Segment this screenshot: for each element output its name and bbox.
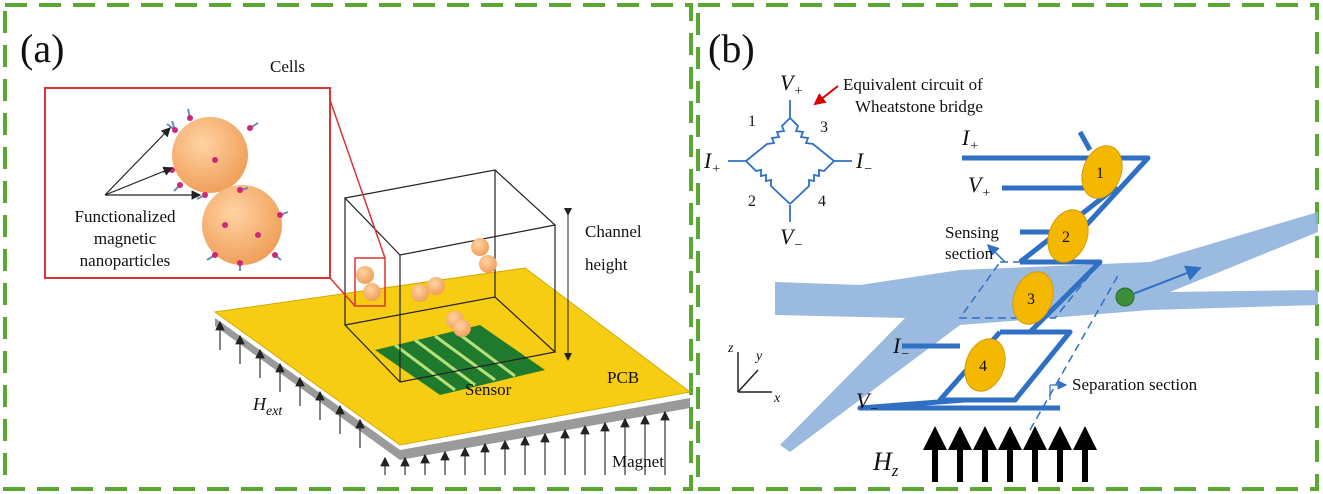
device-v-plus: V+ — [968, 172, 991, 201]
panel-b: (b) Equivalent circuit of Wheatstone bri… — [703, 26, 1318, 482]
separation-label: Separation section — [1072, 375, 1198, 394]
resistor-label: 1 — [748, 113, 756, 130]
resistor-label: 3 — [820, 119, 828, 136]
label-sub: z — [891, 461, 899, 480]
panel-label: (b) — [708, 26, 755, 71]
nanoparticles-label: magnetic — [94, 229, 157, 248]
element-label: 3 — [1027, 291, 1035, 308]
sensor-label: Sensor — [465, 380, 512, 399]
cells-label: Cells — [270, 57, 305, 76]
sensing-label: Sensing — [945, 223, 999, 242]
hext-main: H — [252, 394, 267, 414]
particle — [1116, 288, 1134, 306]
axis-x: x — [773, 391, 781, 406]
device-v-minus: V− — [856, 388, 879, 417]
bridge — [728, 100, 852, 222]
bridge-v-plus: V+ — [780, 70, 803, 99]
magnet-label: Magnet — [612, 452, 664, 471]
page: (a) — [0, 0, 1323, 494]
axes-glyph — [738, 352, 772, 392]
zoom-line — [330, 100, 385, 258]
circuit-title: Equivalent circuit of — [843, 75, 983, 94]
circuit-title: Wheatstone bridge — [855, 97, 983, 116]
element-label: 1 — [1096, 165, 1104, 182]
hext-sub: ext — [266, 404, 283, 419]
red-arrow — [815, 86, 838, 104]
label-sub: − — [900, 347, 909, 362]
nanoparticles-label: nanoparticles — [80, 251, 171, 270]
element-label: 4 — [979, 358, 987, 375]
panel-a: (a) — [20, 26, 690, 475]
label-sub: − — [863, 162, 872, 177]
axis-y: y — [754, 349, 763, 364]
pcb-label: PCB — [607, 368, 639, 387]
channel-label: height — [585, 255, 628, 274]
label-sub: + — [711, 162, 720, 177]
figure: (a) — [0, 0, 1323, 494]
label-sub: − — [869, 402, 878, 417]
hz-arrows — [935, 432, 1085, 482]
label-sub: + — [981, 186, 990, 201]
device-i-plus: I+ — [961, 125, 979, 154]
bridge-i-plus: I+ — [703, 148, 721, 177]
nanoparticles-label: Functionalized — [74, 207, 176, 226]
resistor-label: 2 — [748, 193, 756, 210]
hz-label: Hz — [872, 447, 899, 480]
label-sub: + — [793, 84, 802, 99]
panel-label: (a) — [20, 26, 64, 71]
hext-label: Hext — [252, 394, 283, 419]
bridge-v-minus: V− — [780, 224, 803, 253]
label-sub: − — [793, 238, 802, 253]
channel-label: Channel — [585, 222, 642, 241]
sensing-label: section — [945, 244, 994, 263]
label-main: H — [872, 447, 893, 476]
bridge-i-minus: I− — [855, 148, 873, 177]
label-sub: + — [969, 139, 978, 154]
axis-z: z — [727, 341, 734, 356]
element-label: 2 — [1062, 229, 1070, 246]
resistor-label: 4 — [818, 193, 826, 210]
